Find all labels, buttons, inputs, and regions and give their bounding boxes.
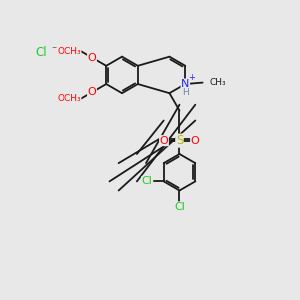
- Text: O: O: [88, 87, 96, 97]
- Text: Cl: Cl: [35, 46, 47, 59]
- Text: Cl: Cl: [174, 202, 185, 212]
- Text: ⁻: ⁻: [51, 46, 56, 56]
- Text: O: O: [160, 136, 168, 146]
- Text: S: S: [176, 134, 183, 147]
- Text: CH₃: CH₃: [210, 78, 226, 87]
- Text: OCH₃: OCH₃: [57, 47, 81, 56]
- Text: O: O: [88, 52, 96, 63]
- Text: Cl: Cl: [142, 176, 153, 186]
- Text: H: H: [182, 88, 189, 97]
- Text: +: +: [188, 73, 195, 82]
- Text: N: N: [181, 79, 190, 89]
- Text: O: O: [190, 136, 200, 146]
- Text: OCH₃: OCH₃: [57, 94, 81, 103]
